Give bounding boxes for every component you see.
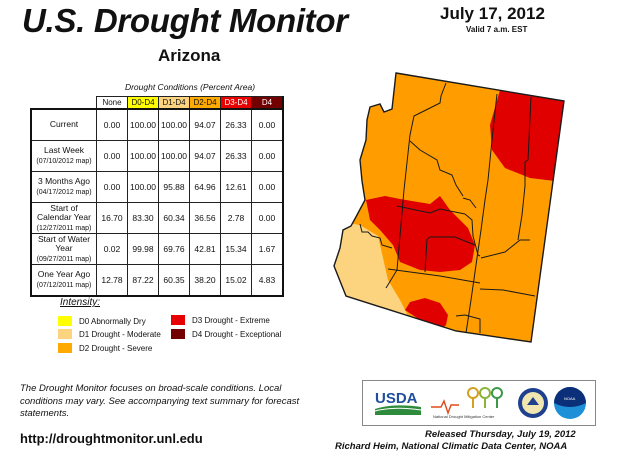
row-label: 3 Months Ago (04/17/2012 map) bbox=[30, 171, 97, 203]
noaa-logo-icon: NOAA bbox=[554, 387, 586, 419]
row-label: Current bbox=[30, 108, 97, 141]
cell: 0.02 bbox=[96, 233, 128, 265]
legend-label: D3 Drought - Extreme bbox=[192, 315, 270, 325]
cell: 0.00 bbox=[96, 171, 128, 203]
drought-conditions-table: None D0-D4 D1-D4 D2-D4 D3-D4 D4 Current … bbox=[30, 96, 284, 297]
partner-logos: USDA National Drought Mitigation Center … bbox=[362, 380, 596, 426]
cell: 12.78 bbox=[96, 264, 128, 297]
valid-time: Valid 7 a.m. EST bbox=[466, 25, 528, 34]
cell: 4.83 bbox=[251, 264, 284, 297]
disclaimer-text: The Drought Monitor focuses on broad-sca… bbox=[20, 383, 300, 419]
cell: 1.67 bbox=[251, 233, 284, 265]
cell: 99.98 bbox=[127, 233, 159, 265]
legend-label: D1 Drought - Moderate bbox=[79, 329, 161, 339]
legend-swatch bbox=[58, 343, 72, 353]
legend-swatch bbox=[171, 329, 185, 339]
county-borders bbox=[359, 82, 536, 334]
d3-region-south bbox=[405, 298, 448, 330]
page-title: U.S. Drought Monitor bbox=[22, 2, 348, 39]
cell: 60.35 bbox=[158, 264, 190, 297]
cell: 38.20 bbox=[189, 264, 221, 297]
cell: 36.56 bbox=[189, 202, 221, 234]
cell: 94.07 bbox=[189, 140, 221, 172]
table-row: Last Week (07/10/2012 map) 0.00 100.00 10… bbox=[30, 140, 284, 172]
cell: 0.00 bbox=[251, 108, 284, 141]
legend-label: D4 Drought - Exceptional bbox=[192, 329, 282, 339]
region-title: Arizona bbox=[158, 46, 221, 65]
cell: 87.22 bbox=[127, 264, 159, 297]
legend-item-d4: D4 Drought - Exceptional bbox=[171, 329, 281, 339]
svg-text:USDA: USDA bbox=[375, 390, 418, 407]
cell: 64.96 bbox=[189, 171, 221, 203]
legend-label: D0 Abnormally Dry bbox=[79, 316, 146, 326]
legend-label: D2 Drought - Severe bbox=[79, 343, 153, 353]
table-row: Current 0.00 100.00 100.00 94.07 26.33 0… bbox=[30, 108, 284, 141]
cell: 0.00 bbox=[251, 202, 284, 234]
cell: 0.00 bbox=[251, 140, 284, 172]
map-date: July 17, 2012 bbox=[440, 4, 545, 23]
cell: 15.02 bbox=[220, 264, 252, 297]
release-date: Released Thursday, July 19, 2012 bbox=[425, 429, 576, 440]
commerce-seal-icon bbox=[518, 388, 548, 418]
legend-swatch bbox=[58, 316, 72, 326]
table-row: One Year Ago (07/12/2011 map) 12.78 87.22… bbox=[30, 264, 284, 297]
logos-svg: USDA National Drought Mitigation Center … bbox=[374, 387, 586, 419]
legend-item-d2: D2 Drought - Severe bbox=[58, 343, 152, 353]
legend-swatch bbox=[171, 315, 185, 325]
cell: 0.00 bbox=[96, 140, 128, 172]
author-credit: Richard Heim, National Climatic Data Cen… bbox=[335, 441, 568, 452]
table-row: 3 Months Ago (04/17/2012 map) 0.00 100.00… bbox=[30, 171, 284, 203]
legend-swatch bbox=[58, 329, 72, 339]
d1-region bbox=[334, 220, 410, 320]
svg-text:NOAA: NOAA bbox=[564, 396, 576, 401]
ndmc-logo-icon: National Drought Mitigation Center bbox=[431, 387, 503, 419]
col-d3-d4: D3-D4 bbox=[220, 96, 252, 110]
legend-title: Intensity: bbox=[60, 297, 101, 308]
cell: 100.00 bbox=[127, 108, 159, 141]
cell: 15.34 bbox=[220, 233, 252, 265]
legend-item-d1: D1 Drought - Moderate bbox=[58, 329, 161, 339]
legend-item-d0: D0 Abnormally Dry bbox=[58, 316, 146, 326]
state-border bbox=[333, 72, 565, 343]
svg-text:National Drought Mitigation Ce: National Drought Mitigation Center bbox=[433, 414, 495, 419]
row-label: Start of Water Year (09/27/2011 map) bbox=[30, 233, 97, 265]
drought-monitor-link[interactable]: http://droughtmonitor.unl.edu bbox=[20, 431, 203, 446]
table-caption: Drought Conditions (Percent Area) bbox=[124, 82, 256, 92]
d3-region-central bbox=[366, 196, 475, 272]
usda-logo-icon: USDA bbox=[374, 390, 422, 415]
table-header-row: None D0-D4 D1-D4 D2-D4 D3-D4 D4 bbox=[31, 96, 284, 110]
cell: 0.00 bbox=[96, 108, 128, 141]
table-row: Start of Water Year (09/27/2011 map) 0.02… bbox=[30, 233, 284, 265]
legend-item-d3: D3 Drought - Extreme bbox=[171, 315, 270, 325]
